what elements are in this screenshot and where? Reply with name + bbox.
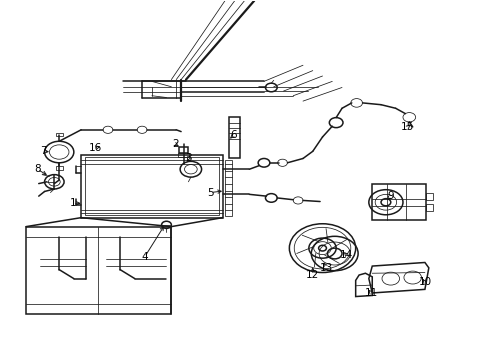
Text: 5: 5	[206, 188, 213, 198]
Text: 12: 12	[305, 270, 319, 280]
Text: 6: 6	[230, 130, 237, 140]
Text: 7: 7	[40, 146, 47, 156]
Text: 2: 2	[172, 139, 178, 149]
Text: 9: 9	[386, 191, 393, 201]
Text: 3: 3	[185, 153, 191, 163]
Bar	[228, 117, 239, 158]
Text: 14: 14	[340, 250, 353, 260]
Text: 16: 16	[89, 143, 102, 153]
Text: 15: 15	[401, 122, 414, 132]
Bar	[371, 184, 425, 220]
Bar	[425, 204, 432, 211]
Text: 10: 10	[418, 277, 430, 287]
Text: 8: 8	[34, 164, 41, 174]
Bar	[56, 133, 62, 136]
Bar	[425, 193, 432, 201]
Bar	[177, 153, 189, 157]
Text: 4: 4	[141, 252, 147, 262]
Text: 11: 11	[364, 288, 377, 298]
Bar	[178, 147, 188, 153]
Bar	[224, 160, 231, 216]
Bar	[56, 166, 62, 170]
Text: 1: 1	[69, 198, 76, 208]
Text: 13: 13	[319, 263, 332, 273]
